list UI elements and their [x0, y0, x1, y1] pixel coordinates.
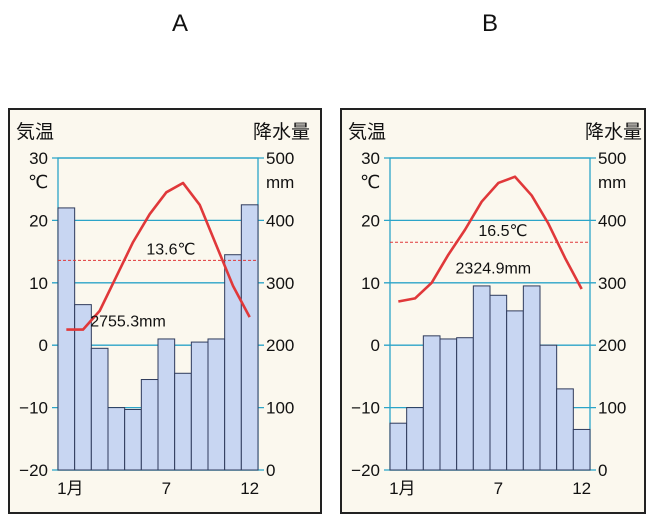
- chart-a-left-axis-title: 気温: [16, 121, 54, 143]
- panel-b-label: B: [481, 10, 498, 37]
- chart-a-mean-temp-label: 13.6℃: [146, 241, 195, 258]
- chart-a-precip-bar: [157, 338, 176, 471]
- chart-b-precip-bar: [539, 344, 558, 471]
- chart-a-precip-bar: [140, 379, 159, 471]
- chart-a-precip-tick-label: 200: [266, 336, 294, 355]
- chart-a-precip-bar: [107, 407, 126, 471]
- chart-a-x-tick-label: 1月: [57, 479, 83, 498]
- chart-b-precip-bar: [556, 388, 574, 471]
- chart-b-precip-tick-label: 500: [598, 149, 626, 168]
- chart-a-temp-tick-label: −10: [19, 399, 48, 418]
- chart-b-precip-bar: [522, 285, 541, 471]
- chart-a-precip-bar: [190, 341, 209, 471]
- chart-b-precip-bar: [439, 338, 458, 471]
- chart-b-precip-unit: mm: [598, 173, 626, 192]
- chart-a-temp-tick-label: 20: [29, 211, 48, 230]
- chart-b-temp-tick-label: 20: [361, 211, 380, 230]
- chart-b-temp-tick-label: −10: [351, 399, 380, 418]
- chart-a-temp-unit: ℃: [28, 172, 48, 192]
- chart-b-precip-tick-label: 100: [598, 399, 626, 418]
- panel-a-label: A: [171, 10, 188, 37]
- chart-b-annual-precip-label: 2324.9mm: [456, 260, 532, 277]
- chart-b-precip-bar: [389, 422, 408, 471]
- chart-a-svg: 30 500 20 400 10 300 0 200 −10 100 −20 0 気温 降水量 ℃ mm 1月 7…: [16, 121, 310, 498]
- chart-a-precip-tick-label: 300: [266, 274, 294, 293]
- chart-a-precip-tick-label: 500: [266, 149, 294, 168]
- chart-b-precip-bar: [422, 335, 441, 471]
- chart-b-precip-tick-label: 200: [598, 336, 626, 355]
- chart-b-svg: 30 500 20 400 10 300 0 200 −10 100 −20 0 気温 降水量 ℃ mm 1月 7…: [348, 121, 642, 498]
- chart-b-temp-tick-label: 30: [361, 149, 380, 168]
- chart-a-precip-bar: [90, 347, 109, 471]
- chart-a-annual-precip-label: 2755.3mm: [90, 313, 166, 330]
- chart-b-temp-unit: ℃: [360, 172, 380, 192]
- chart-a-temp-line: [66, 181, 251, 331]
- chart-a-x-tick-label: 12: [240, 479, 259, 498]
- chart-a-precip-bar: [207, 338, 226, 471]
- chart-b-temp-tick-label: −20: [351, 461, 380, 480]
- chart-b-precip-bar: [572, 428, 591, 471]
- chart-a-x-tick-label: 7: [162, 479, 171, 498]
- chart-a-precip-bar: [240, 204, 259, 471]
- chart-a-precip-tick-label: 0: [266, 461, 275, 480]
- chart-b-precip-bar: [406, 407, 424, 471]
- chart-b-precip-bar: [456, 337, 474, 471]
- chart-b-temp-tick-label: 10: [361, 274, 380, 293]
- climate-chart-a: 30 500 20 400 10 300 0 200 −10 100 −20 0 気温 降水量 ℃ mm 1月 7…: [8, 108, 322, 514]
- chart-b-precip-tick-label: 300: [598, 274, 626, 293]
- chart-a-temp-tick-label: −20: [19, 461, 48, 480]
- climate-chart-b: 30 500 20 400 10 300 0 200 −10 100 −20 0 気温 降水量 ℃ mm 1月 7…: [340, 108, 646, 514]
- chart-b-right-axis-title: 降水量: [585, 121, 642, 143]
- chart-b-x-tick-label: 12: [572, 479, 591, 498]
- chart-b-precip-tick-label: 0: [598, 461, 607, 480]
- chart-a-temp-tick-label: 10: [29, 274, 48, 293]
- chart-b-temp-tick-label: 0: [371, 336, 380, 355]
- chart-b-x-tick-label: 7: [494, 479, 503, 498]
- chart-a-precip-bar: [57, 207, 76, 471]
- chart-a-right-axis-title: 降水量: [253, 121, 310, 143]
- chart-b-temp-line: [398, 175, 583, 303]
- chart-b-left-axis-title: 気温: [348, 121, 386, 143]
- chart-a-temp-tick-label: 0: [39, 336, 48, 355]
- chart-b-x-tick-label: 1月: [389, 479, 415, 498]
- chart-a-precip-unit: mm: [266, 173, 294, 192]
- chart-b-mean-temp-label: 16.5℃: [478, 223, 527, 240]
- chart-a-precip-tick-label: 400: [266, 211, 294, 230]
- chart-b-precip-bar: [489, 294, 508, 471]
- chart-a-precip-bar: [124, 408, 142, 471]
- chart-b-precip-tick-label: 400: [598, 211, 626, 230]
- chart-b-precip-bar: [506, 310, 524, 471]
- chart-a-temp-tick-label: 30: [29, 149, 48, 168]
- chart-a-precip-tick-label: 100: [266, 399, 294, 418]
- chart-a-precip-bar: [174, 372, 192, 471]
- chart-b-precip-bar: [472, 285, 491, 471]
